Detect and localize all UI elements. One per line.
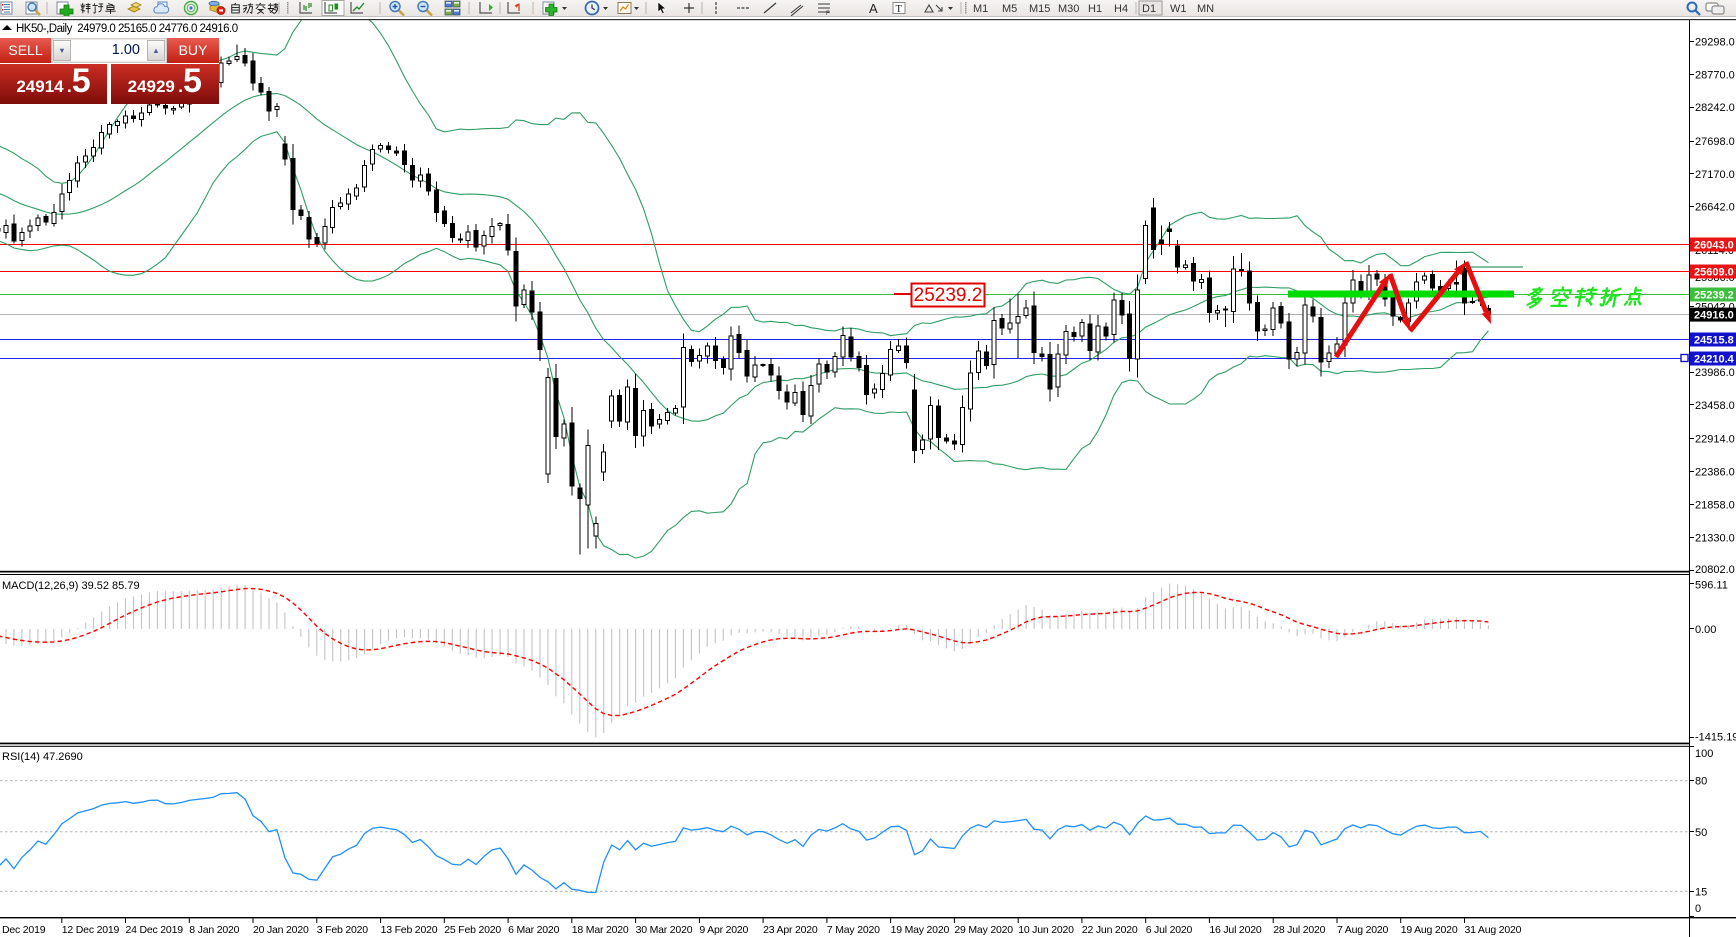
svg-text:M5: M5 xyxy=(1002,3,1017,15)
svg-text:12 Dec 2019: 12 Dec 2019 xyxy=(62,924,120,936)
svg-text:24916.0: 24916.0 xyxy=(1694,310,1734,322)
svg-text:26642.0: 26642.0 xyxy=(1695,202,1735,214)
svg-text:6 Jul 2020: 6 Jul 2020 xyxy=(1146,924,1193,936)
svg-text:596.11: 596.11 xyxy=(1695,580,1728,592)
svg-text:0: 0 xyxy=(1695,903,1701,915)
svg-text:29 May 2020: 29 May 2020 xyxy=(954,924,1013,936)
svg-text:M30: M30 xyxy=(1058,3,1079,15)
svg-text:HK50-,Daily 24979.0 25165.0 2: HK50-,Daily 24979.0 25165.0 24776.0 2491… xyxy=(16,23,238,35)
svg-text:H4: H4 xyxy=(1114,3,1128,15)
svg-text:50: 50 xyxy=(1695,827,1707,839)
svg-text:25239.2: 25239.2 xyxy=(1694,290,1734,302)
svg-text:D1: D1 xyxy=(1142,3,1156,15)
svg-text:M15: M15 xyxy=(1029,3,1050,15)
svg-text:30 Mar 2020: 30 Mar 2020 xyxy=(636,924,693,936)
svg-text:-1415.19: -1415.19 xyxy=(1695,732,1736,744)
svg-text:23458.0: 23458.0 xyxy=(1695,400,1735,412)
svg-text:7 Aug 2020: 7 Aug 2020 xyxy=(1337,924,1388,936)
svg-text:19 May 2020: 19 May 2020 xyxy=(891,924,950,936)
svg-text:7 May 2020: 7 May 2020 xyxy=(827,924,880,936)
svg-text:H1: H1 xyxy=(1088,3,1102,15)
svg-text:22386.0: 22386.0 xyxy=(1695,467,1735,479)
svg-text:80: 80 xyxy=(1695,776,1707,788)
svg-text:25239.2: 25239.2 xyxy=(914,285,983,306)
svg-text:21858.0: 21858.0 xyxy=(1695,499,1735,511)
svg-text:100: 100 xyxy=(1695,748,1713,760)
svg-text:20 Jan 2020: 20 Jan 2020 xyxy=(253,924,309,936)
svg-text:23986.0: 23986.0 xyxy=(1695,367,1735,379)
svg-text:6 Mar 2020: 6 Mar 2020 xyxy=(508,924,559,936)
svg-text:28 Jul 2020: 28 Jul 2020 xyxy=(1273,924,1325,936)
svg-text:23 Apr 2020: 23 Apr 2020 xyxy=(763,924,818,936)
svg-text:T: T xyxy=(896,4,903,15)
svg-text:22 Jun 2020: 22 Jun 2020 xyxy=(1082,924,1138,936)
svg-text:27170.0: 27170.0 xyxy=(1695,169,1735,181)
svg-text:F: F xyxy=(826,11,830,16)
svg-text:31 Aug 2020: 31 Aug 2020 xyxy=(1465,924,1522,936)
svg-text:19 Aug 2020: 19 Aug 2020 xyxy=(1401,924,1458,936)
svg-text:3 Feb 2020: 3 Feb 2020 xyxy=(317,924,368,936)
svg-text:25 Feb 2020: 25 Feb 2020 xyxy=(444,924,501,936)
svg-text:Dec 2019: Dec 2019 xyxy=(2,924,46,936)
svg-text:21330.0: 21330.0 xyxy=(1695,532,1735,544)
svg-text:9 Apr 2020: 9 Apr 2020 xyxy=(699,924,748,936)
svg-text:18 Mar 2020: 18 Mar 2020 xyxy=(572,924,629,936)
svg-text:16 Jul 2020: 16 Jul 2020 xyxy=(1209,924,1261,936)
svg-text:15: 15 xyxy=(1695,886,1707,898)
svg-text:22914.0: 22914.0 xyxy=(1695,434,1735,446)
svg-text:13 Feb 2020: 13 Feb 2020 xyxy=(381,924,438,936)
svg-text:29298.0: 29298.0 xyxy=(1695,37,1735,49)
svg-text:20802.0: 20802.0 xyxy=(1695,564,1735,576)
svg-text:RSI(14) 47.2690: RSI(14) 47.2690 xyxy=(2,751,83,763)
svg-text:28770.0: 28770.0 xyxy=(1695,69,1735,81)
svg-text:25609.0: 25609.0 xyxy=(1694,267,1734,279)
svg-text:10 Jun 2020: 10 Jun 2020 xyxy=(1018,924,1074,936)
svg-text:28242.0: 28242.0 xyxy=(1695,102,1735,114)
svg-text:24 Dec 2019: 24 Dec 2019 xyxy=(126,924,184,936)
svg-text:MN: MN xyxy=(1197,3,1214,15)
svg-text:W1: W1 xyxy=(1170,3,1187,15)
svg-text:27698.0: 27698.0 xyxy=(1695,136,1735,148)
svg-text:24210.4: 24210.4 xyxy=(1694,354,1735,366)
svg-text:A: A xyxy=(869,1,878,16)
svg-text:0.00: 0.00 xyxy=(1695,624,1716,636)
svg-text:24515.8: 24515.8 xyxy=(1694,335,1734,347)
svg-text:8 Jan 2020: 8 Jan 2020 xyxy=(189,924,239,936)
svg-text:MACD(12,26,9) 39.52 85.79: MACD(12,26,9) 39.52 85.79 xyxy=(2,580,140,592)
svg-text:26043.0: 26043.0 xyxy=(1694,240,1734,252)
svg-text:M1: M1 xyxy=(973,3,988,15)
